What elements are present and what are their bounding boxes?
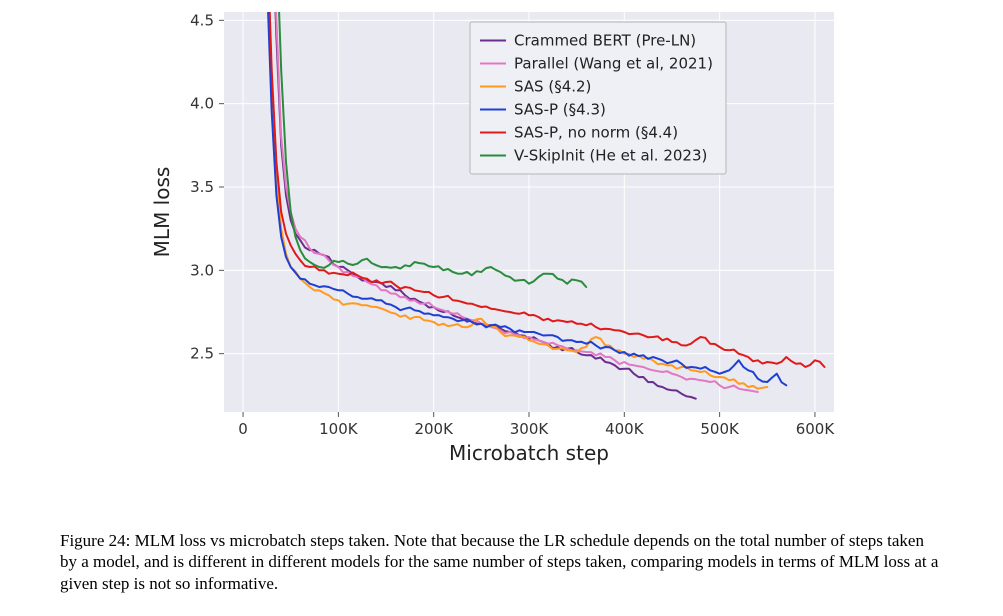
y-tick-label: 3.0 [190,261,214,279]
legend-label: V-SkipInit (He et al. 2023) [514,147,707,165]
legend-label: SAS-P (§4.3) [514,101,606,119]
y-tick-label: 2.5 [190,345,214,363]
x-tick-label: 600K [796,420,836,438]
x-tick-label: 500K [700,420,740,438]
chart-svg: 0 100K 200K 300K 400K 500K 600K 2.5 3.0 3.5 4.0 4.5… [130,0,880,490]
y-tick-label: 3.5 [190,178,214,196]
caption-prefix: Figure 24: [60,531,135,550]
figure-container: 0 100K 200K 300K 400K 500K 600K 2.5 3.0 3.5 4.0 4.5… [0,0,1003,616]
x-tick-label: 300K [510,420,550,438]
caption-text: MLM loss vs microbatch steps taken. Note… [60,531,938,593]
legend-label: Crammed BERT (Pre-LN) [514,32,696,50]
y-tick-label: 4.0 [190,95,214,113]
figure-caption: Figure 24: MLM loss vs microbatch steps … [60,530,943,594]
x-tick-label: 200K [414,420,454,438]
x-tick-label: 0 [238,420,248,438]
y-axis-label: MLM loss [150,167,174,258]
x-tick-label: 100K [319,420,359,438]
legend-label: SAS (§4.2) [514,78,591,96]
y-tick-label: 4.5 [190,11,214,29]
legend-label: SAS-P, no norm (§4.4) [514,124,678,142]
chart-area: 0 100K 200K 300K 400K 500K 600K 2.5 3.0 3.5 4.0 4.5… [130,0,880,490]
x-tick-label: 400K [605,420,645,438]
legend-label: Parallel (Wang et al, 2021) [514,55,713,73]
x-axis-label: Microbatch step [449,441,609,465]
